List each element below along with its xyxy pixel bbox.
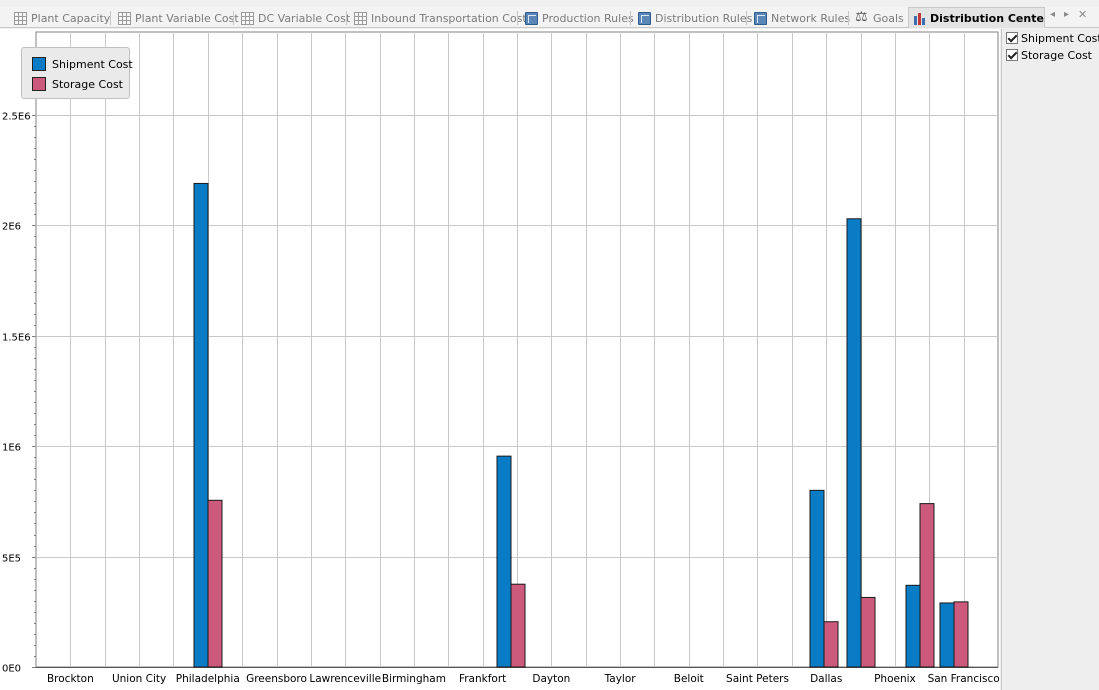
rules-book-icon (525, 11, 538, 25)
tab-distribution-center-chart[interactable]: Distribution Center C (908, 7, 1045, 28)
rules-book-icon (638, 11, 651, 25)
x-tick-label: Lawrenceville (309, 673, 381, 685)
legend-swatch (32, 77, 46, 91)
tab-separator (346, 11, 347, 25)
bar-shipment-cost (496, 455, 512, 668)
x-tick-label: Birmingham (382, 673, 446, 685)
x-tick-label: Saint Peters (726, 673, 789, 685)
tab-label: DC Variable Cost (258, 11, 351, 25)
x-tick-label: Brockton (47, 673, 94, 685)
x-tick-label: Philadelphia (176, 673, 240, 685)
bar-shipment-cost (905, 584, 921, 668)
bar-storage-cost (953, 601, 969, 668)
bar-storage-cost (207, 499, 223, 668)
legend-label: Shipment Cost (52, 57, 133, 71)
checkbox-checked-icon[interactable] (1006, 32, 1018, 44)
bar-storage-cost (860, 596, 876, 668)
bar-storage-cost (823, 621, 839, 668)
toggle-label: Storage Cost (1021, 48, 1092, 62)
bar-chart-icon (913, 11, 926, 25)
x-tick-label: San Francisco (928, 673, 1000, 685)
tab-label: Goals (873, 11, 904, 25)
tab-label: Plant Variable Cost (135, 11, 239, 25)
tab-inbound-transportation-cost[interactable]: Inbound Transportation Cost (350, 8, 531, 28)
tab-label: Distribution Center C (930, 11, 1044, 25)
bar-storage-cost (510, 583, 526, 668)
bar-chart: 0E0 5E5 1E6 1.5E6 2E6 2.5E6 Brockton Union City… (2, 31, 1000, 685)
bar-shipment-cost (809, 489, 825, 668)
tab-separator (630, 11, 631, 25)
bar-shipment-cost (939, 602, 955, 668)
y-tick-label: 1E6 (2, 443, 21, 454)
table-icon (14, 11, 27, 25)
bar-shipment-cost (846, 218, 862, 668)
x-tick-label: Frankfort (459, 673, 506, 685)
toggle-storage-cost[interactable]: Storage Cost (1006, 48, 1092, 62)
chart-legend: Shipment Cost Storage Cost (21, 47, 133, 99)
checkbox-checked-icon[interactable] (1006, 49, 1018, 61)
y-tick-label: 5E5 (2, 554, 21, 565)
tab-label: Distribution Rules (655, 11, 753, 25)
legend-swatch (32, 57, 46, 71)
toggle-shipment-cost[interactable]: Shipment Cost (1006, 31, 1099, 45)
legend-label: Storage Cost (52, 77, 123, 91)
tab-dc-variable-cost[interactable]: DC Variable Cost (237, 8, 354, 28)
table-icon (241, 11, 254, 25)
close-tab-icon[interactable]: ✕ (1078, 8, 1088, 21)
tab-goals[interactable]: Goals (852, 8, 908, 28)
y-tick-label: 2.5E6 (2, 112, 31, 123)
table-icon (118, 11, 131, 25)
x-tick-label: Phoenix (874, 673, 916, 685)
chart-panel: 0E0 5E5 1E6 1.5E6 2E6 2.5E6 Brockton Union City… (0, 29, 1000, 690)
tab-separator (517, 11, 518, 25)
tab-plant-variable-cost[interactable]: Plant Variable Cost (114, 8, 243, 28)
x-tick-label: Dallas (810, 673, 842, 685)
tab-network-rules[interactable]: Network Rules (750, 8, 854, 28)
tab-distribution-rules[interactable]: Distribution Rules (634, 8, 756, 28)
scroll-tabs-right-icon[interactable]: ▸ (1064, 9, 1070, 20)
rules-book-icon (754, 11, 767, 25)
toggle-label: Shipment Cost (1021, 31, 1099, 45)
x-tick-label: Union City (112, 673, 166, 685)
tab-label: Production Rules (542, 11, 634, 25)
tab-production-rules[interactable]: Production Rules (521, 8, 638, 28)
legend-item-storage-cost: Storage Cost (32, 76, 123, 92)
x-tick-label: Beloit (674, 673, 704, 685)
bar-shipment-cost (193, 182, 209, 668)
scale-icon (855, 9, 869, 25)
series-toggle-panel: Shipment Cost Storage Cost (1001, 29, 1099, 690)
x-tick-label: Dayton (532, 673, 570, 685)
bar-storage-cost (919, 503, 935, 668)
x-tick-label: Greensboro (246, 673, 307, 685)
legend-item-shipment-cost: Shipment Cost (32, 56, 133, 72)
y-tick-label: 1.5E6 (2, 333, 31, 344)
tab-separator (110, 11, 111, 25)
scroll-tabs-left-icon[interactable]: ◂ (1050, 9, 1056, 20)
tab-bar: Plant Capacity Plant Variable Cost DC Va… (0, 7, 1099, 28)
tab-plant-capacity[interactable]: Plant Capacity (10, 8, 114, 28)
tab-label: Network Rules (771, 11, 851, 25)
x-tick-label: Taylor (604, 673, 637, 685)
y-tick-label: 0E0 (2, 664, 21, 675)
tab-label: Plant Capacity (31, 11, 111, 25)
tab-separator (746, 11, 747, 25)
tab-separator (233, 11, 234, 25)
tab-label: Inbound Transportation Cost (371, 11, 527, 25)
tab-separator (848, 11, 849, 25)
y-tick-label: 2E6 (2, 222, 21, 233)
table-icon (354, 11, 367, 25)
